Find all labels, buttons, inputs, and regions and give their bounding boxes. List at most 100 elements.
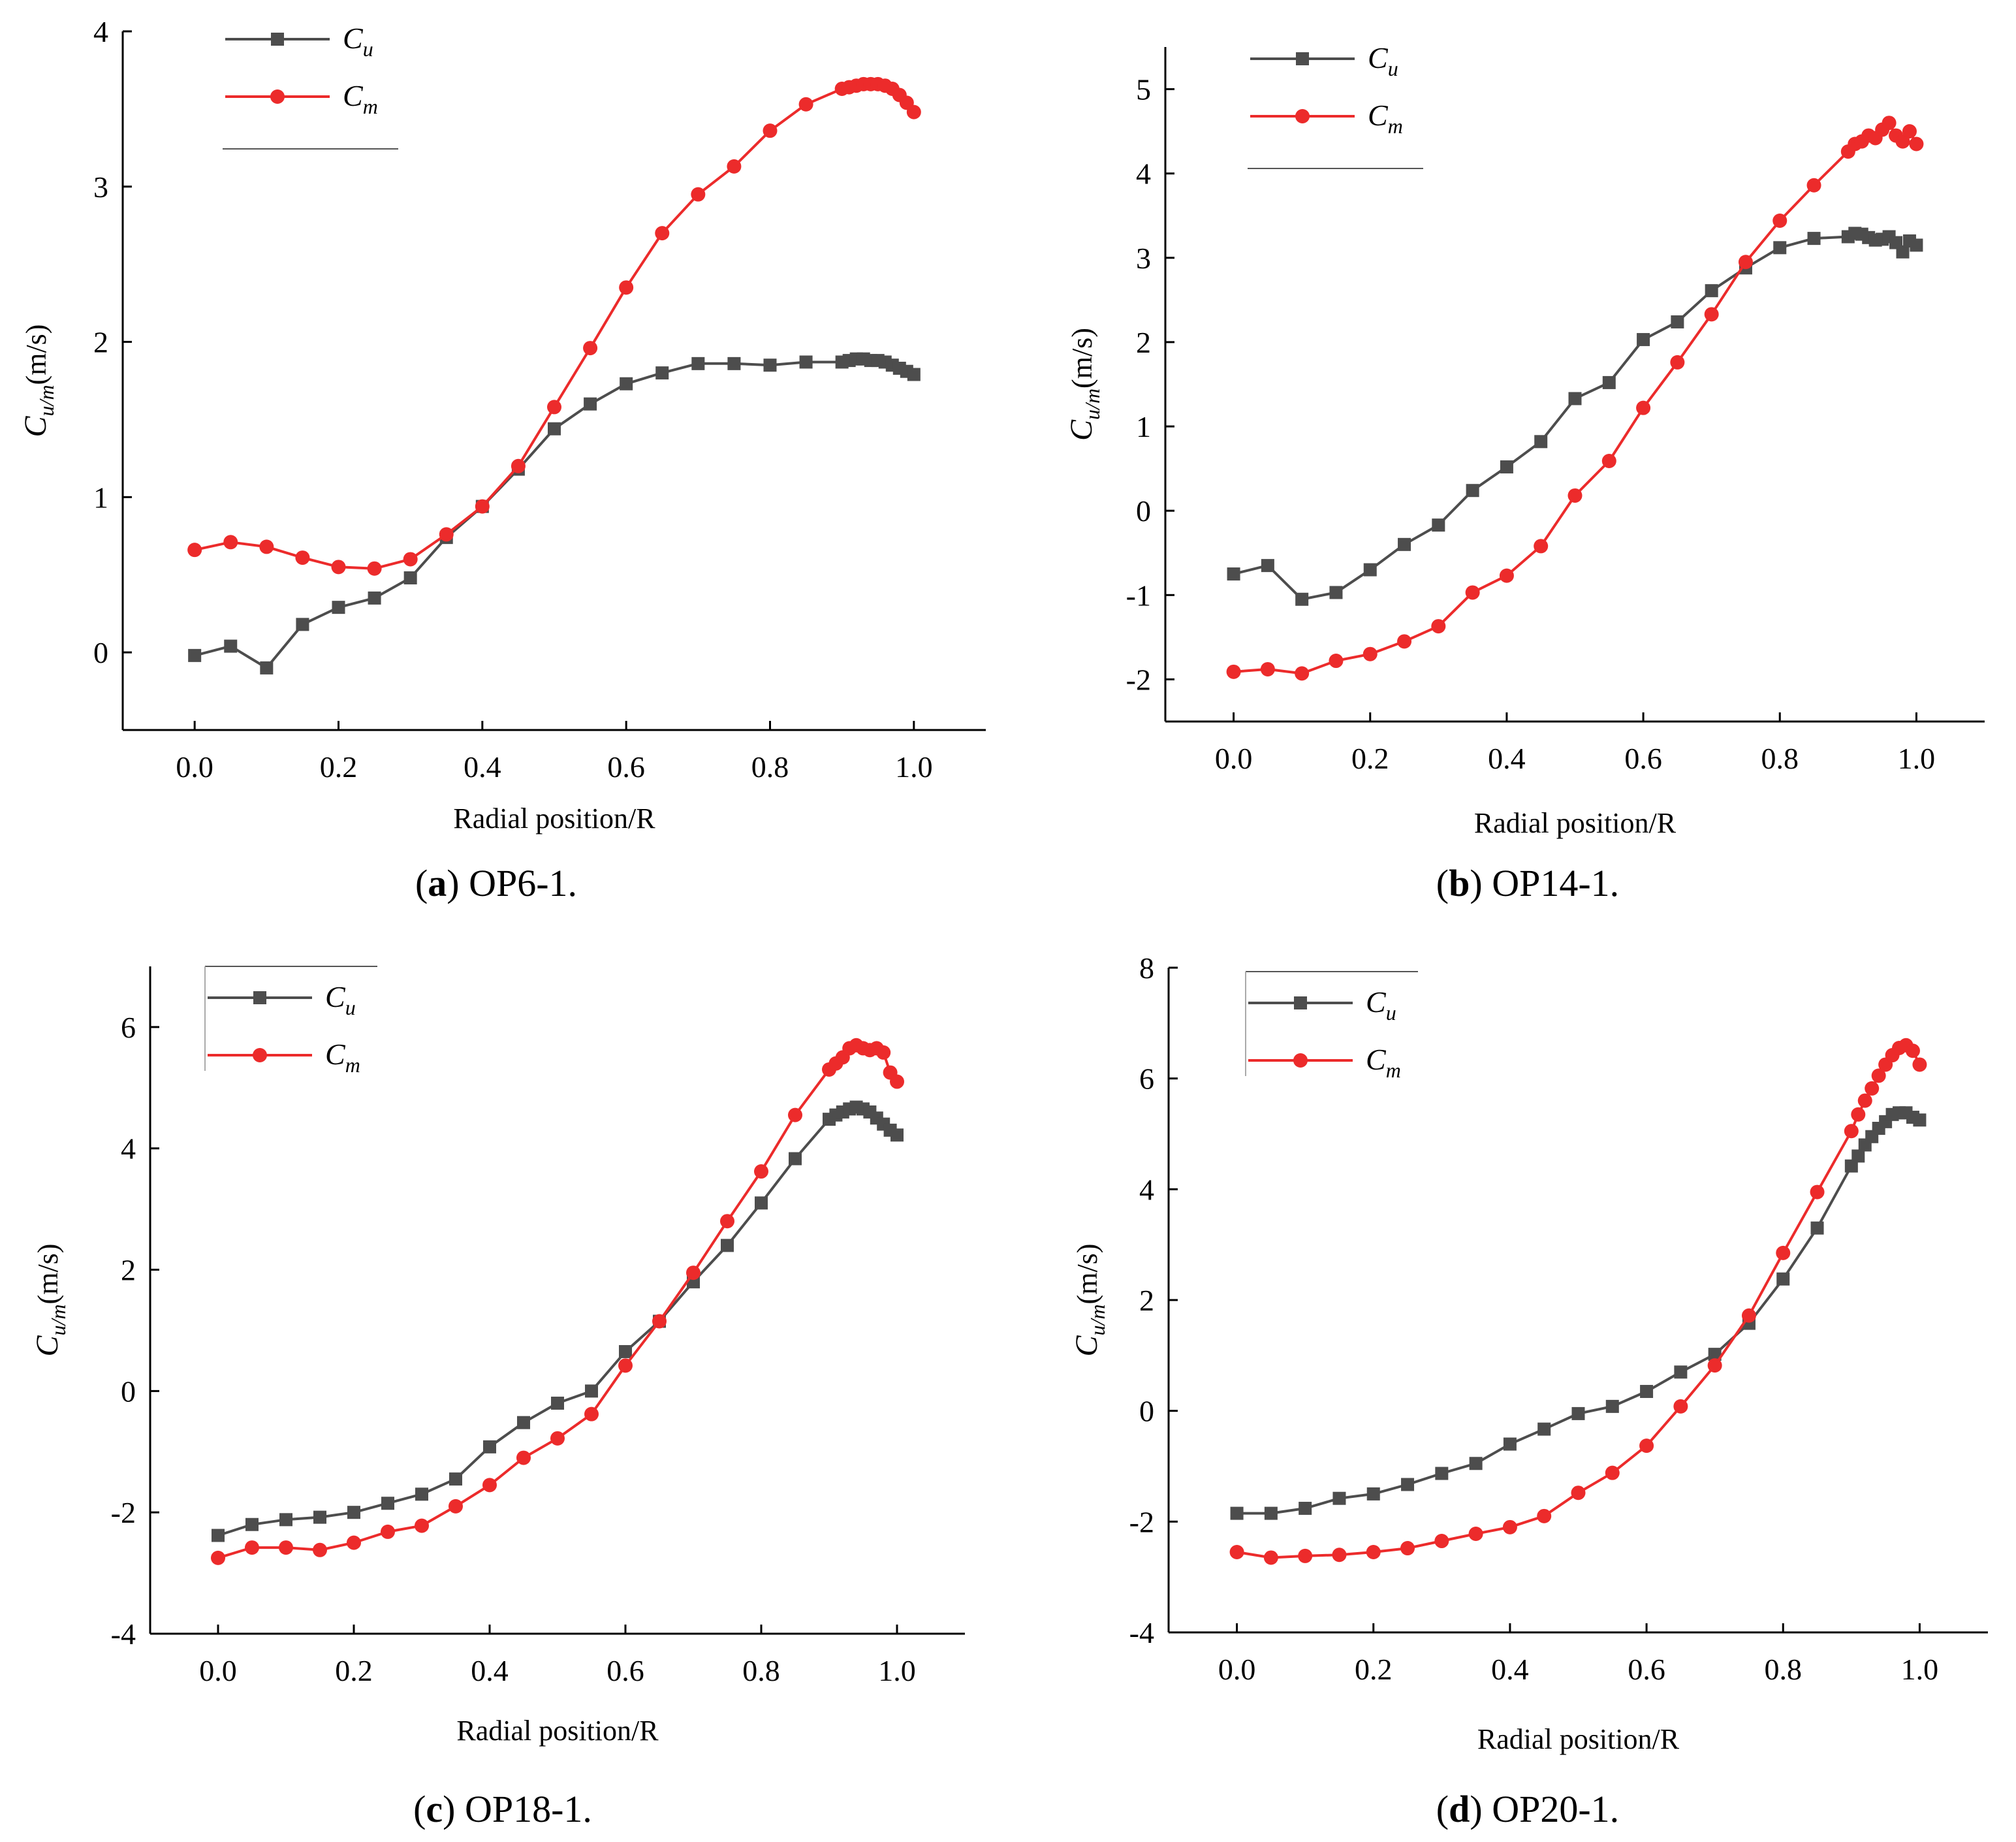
data-point-cu — [212, 1529, 225, 1542]
y-tick-label: -2 — [111, 1496, 136, 1529]
x-tick-label: 0.2 — [320, 750, 358, 784]
x-axis-label: Radial position/R — [456, 1715, 659, 1747]
y-tick-label: 8 — [1139, 951, 1154, 985]
data-point-cm — [1431, 619, 1446, 634]
data-point-cu — [1671, 315, 1684, 328]
data-point-cu — [1705, 284, 1718, 298]
series-cm — [187, 76, 921, 576]
data-point-cu — [1500, 460, 1513, 474]
x-tick-label: 0.6 — [606, 1654, 644, 1687]
legend-label-subscript: m — [345, 1053, 360, 1077]
legend-marker-cm — [1293, 1053, 1308, 1068]
data-point-cm — [211, 1550, 225, 1565]
data-point-cu — [517, 1416, 530, 1429]
data-point-cm — [1468, 1526, 1483, 1541]
data-point-cu — [763, 358, 777, 372]
y-label-symbol: C — [18, 415, 53, 437]
data-point-cm — [1332, 1548, 1347, 1563]
x-tick-label: 0.6 — [1624, 742, 1662, 775]
data-point-cu — [368, 591, 381, 605]
legend-label-symbol: C — [343, 22, 364, 55]
data-point-cm — [295, 550, 310, 565]
x-tick-label: 0.8 — [1765, 1653, 1803, 1686]
data-point-cm — [1912, 1057, 1927, 1072]
data-point-cu — [1332, 1491, 1346, 1505]
y-tick-label: 0 — [1139, 1395, 1154, 1428]
data-point-cm — [1639, 1438, 1654, 1453]
legend-label-symbol: C — [1366, 985, 1387, 1019]
panel-caption: (b) OP14-1. — [1436, 862, 1619, 904]
legend-label-symbol: C — [1368, 99, 1389, 132]
data-point-cu — [1637, 333, 1650, 347]
y-tick-label: 2 — [93, 326, 108, 359]
caption-paren-close: ) — [1470, 862, 1492, 904]
y-tick-label: 4 — [1136, 157, 1151, 191]
data-point-cm — [415, 1518, 429, 1533]
data-point-cu — [1503, 1437, 1517, 1451]
y-tick-label: 0 — [93, 636, 108, 669]
data-point-cm — [1260, 661, 1275, 676]
caption-paren-open: ( — [1436, 1788, 1449, 1830]
caption-text: OP6-1. — [469, 862, 577, 904]
caption-paren-close: ) — [443, 1788, 465, 1830]
y-label-symbol: C — [30, 1335, 65, 1356]
series-line-cm — [194, 82, 915, 570]
y-label-subscript: u/m — [1086, 1304, 1109, 1335]
data-point-cm — [619, 280, 634, 295]
panel-caption: (c) OP18-1. — [413, 1788, 592, 1830]
data-point-cu — [1537, 1422, 1551, 1436]
y-label-unit: (m/s) — [32, 1244, 64, 1305]
y-tick-label: 0 — [1136, 494, 1151, 528]
legend-label-subscript: u — [1386, 1001, 1396, 1024]
y-tick-label: 0 — [121, 1374, 136, 1408]
y-label-subscript: u/m — [35, 385, 58, 416]
data-point-cu — [1776, 1272, 1790, 1286]
series-line-cu — [1236, 1111, 1921, 1515]
data-point-cm — [1263, 1550, 1278, 1565]
data-point-cm — [1871, 1068, 1886, 1083]
data-point-cm — [727, 159, 742, 174]
data-point-cm — [1502, 1519, 1517, 1534]
data-point-cm — [584, 1406, 599, 1421]
data-point-cm — [1298, 1548, 1313, 1563]
data-point-cm — [1741, 1308, 1756, 1323]
x-tick-label: 1.0 — [878, 1654, 916, 1687]
data-point-cu — [1807, 232, 1821, 246]
data-point-cu — [483, 1440, 496, 1453]
data-point-cm — [1366, 1544, 1381, 1559]
data-point-cm — [1670, 355, 1685, 370]
legend-label-symbol: C — [325, 1038, 346, 1071]
data-point-cm — [1534, 539, 1549, 554]
data-point-cm — [367, 561, 382, 576]
caption-letter: c — [426, 1788, 443, 1830]
caption-text: OP18-1. — [465, 1788, 592, 1830]
y-tick-label: -4 — [1129, 1616, 1154, 1649]
data-point-cm — [686, 1265, 701, 1280]
panel-caption: (a) OP6-1. — [415, 862, 577, 904]
y-tick-label: 3 — [93, 170, 108, 204]
data-point-cm — [381, 1524, 395, 1539]
data-point-cu — [789, 1152, 802, 1166]
y-tick-label: 4 — [1139, 1173, 1154, 1206]
data-point-cu — [1896, 245, 1910, 259]
data-point-cu — [1435, 1467, 1449, 1480]
data-point-cm — [547, 400, 561, 415]
data-point-cm — [1882, 116, 1897, 131]
data-point-cu — [1674, 1365, 1688, 1379]
data-point-cu — [1708, 1348, 1722, 1361]
data-point-cu — [755, 1196, 768, 1210]
y-tick-label: 2 — [121, 1254, 136, 1287]
data-point-cm — [655, 226, 670, 241]
data-point-cu — [799, 355, 813, 369]
data-point-cm — [876, 1045, 891, 1060]
caption-paren-open: ( — [415, 862, 428, 904]
data-point-cm — [1909, 136, 1924, 151]
data-point-cu — [415, 1487, 428, 1501]
data-point-cm — [1810, 1184, 1825, 1199]
data-point-cu — [1851, 1149, 1865, 1163]
data-point-cm — [1776, 1245, 1791, 1260]
y-axis-label: Cu/m(m/s) — [1064, 328, 1104, 441]
legend-label-cm: Cm — [1368, 99, 1403, 138]
